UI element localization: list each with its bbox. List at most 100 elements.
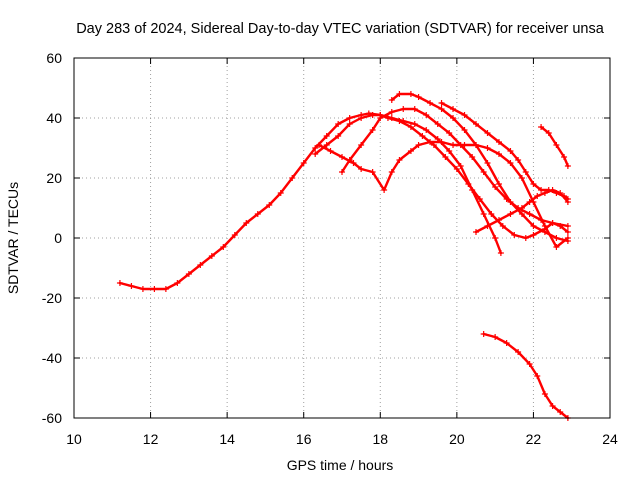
data-point-marker bbox=[335, 121, 342, 127]
data-point-marker bbox=[526, 361, 533, 367]
data-point-marker bbox=[461, 127, 468, 133]
data-point-marker bbox=[538, 124, 545, 130]
data-point-marker bbox=[534, 193, 541, 199]
data-point-marker bbox=[327, 148, 334, 154]
data-point-marker bbox=[438, 139, 445, 145]
y-tick-label: 20 bbox=[46, 170, 62, 186]
data-point-marker bbox=[534, 373, 541, 379]
data-point-marker bbox=[545, 130, 552, 136]
series-line bbox=[482, 332, 570, 420]
data-point-marker bbox=[495, 139, 502, 145]
data-point-marker bbox=[220, 244, 227, 250]
data-point-marker bbox=[388, 97, 395, 103]
data-point-marker bbox=[339, 169, 345, 175]
data-point-marker bbox=[231, 232, 238, 238]
x-axis-label: GPS time / hours bbox=[287, 457, 394, 473]
data-point-marker bbox=[465, 181, 472, 187]
data-point-marker bbox=[492, 235, 499, 241]
data-point-marker bbox=[128, 283, 135, 289]
data-point-marker bbox=[316, 142, 323, 148]
data-point-marker bbox=[564, 223, 571, 229]
data-series bbox=[116, 91, 571, 421]
data-point-marker bbox=[266, 202, 273, 208]
data-point-marker bbox=[530, 223, 537, 229]
x-tick-label: 12 bbox=[143, 431, 159, 447]
data-point-marker bbox=[384, 115, 391, 121]
data-point-marker bbox=[208, 253, 215, 259]
data-point-marker bbox=[492, 184, 499, 190]
data-point-marker bbox=[530, 232, 537, 238]
data-point-marker bbox=[549, 403, 556, 409]
data-point-marker bbox=[476, 196, 483, 202]
data-point-marker bbox=[518, 205, 525, 211]
data-point-marker bbox=[312, 151, 319, 157]
data-point-marker bbox=[484, 160, 491, 166]
x-tick-label: 24 bbox=[602, 431, 618, 447]
data-point-marker bbox=[419, 133, 426, 139]
y-tick-label: 40 bbox=[46, 110, 62, 126]
y-tick-label: -60 bbox=[42, 410, 62, 426]
series-line bbox=[118, 112, 503, 291]
data-point-marker bbox=[515, 349, 522, 355]
data-point-marker bbox=[174, 280, 181, 286]
data-point-marker bbox=[557, 190, 564, 196]
data-point-marker bbox=[499, 223, 506, 229]
data-point-marker bbox=[377, 115, 384, 121]
data-point-marker bbox=[446, 130, 453, 136]
data-point-marker bbox=[541, 223, 548, 229]
chart-title: Day 283 of 2024, Sidereal Day-to-day VTE… bbox=[76, 21, 605, 37]
data-point-marker bbox=[369, 127, 376, 133]
x-tick-label: 22 bbox=[526, 431, 542, 447]
data-point-marker bbox=[369, 112, 376, 118]
data-point-marker bbox=[564, 199, 571, 205]
data-point-marker bbox=[564, 163, 571, 169]
data-point-marker bbox=[323, 142, 330, 148]
data-point-marker bbox=[434, 121, 441, 127]
data-point-marker bbox=[427, 139, 434, 145]
y-tick-label: -20 bbox=[42, 290, 62, 306]
data-point-marker bbox=[446, 148, 453, 154]
data-point-marker bbox=[549, 220, 556, 226]
data-point-marker bbox=[541, 229, 548, 235]
data-point-marker bbox=[553, 142, 560, 148]
data-point-marker bbox=[484, 223, 491, 229]
data-point-marker bbox=[396, 91, 403, 97]
y-tick-label: 60 bbox=[46, 50, 62, 66]
data-point-marker bbox=[484, 130, 491, 136]
series-track-f bbox=[438, 100, 571, 202]
series-track-a bbox=[116, 110, 504, 292]
data-point-marker bbox=[507, 211, 514, 217]
data-point-marker bbox=[492, 334, 499, 340]
data-point-marker bbox=[480, 211, 487, 217]
data-point-marker bbox=[561, 154, 568, 160]
data-point-marker bbox=[277, 190, 284, 196]
data-point-marker bbox=[396, 118, 403, 124]
data-point-marker bbox=[503, 340, 510, 346]
data-point-marker bbox=[438, 106, 445, 112]
data-point-marker bbox=[358, 115, 365, 121]
data-point-marker bbox=[526, 199, 533, 205]
data-point-marker bbox=[507, 160, 514, 166]
data-point-marker bbox=[423, 127, 430, 133]
data-point-marker bbox=[400, 106, 407, 112]
data-point-marker bbox=[497, 250, 504, 256]
data-point-marker bbox=[541, 190, 548, 196]
data-point-marker bbox=[495, 217, 502, 223]
data-point-marker bbox=[511, 232, 518, 238]
x-tick-label: 20 bbox=[449, 431, 465, 447]
data-point-marker bbox=[407, 124, 414, 130]
data-point-marker bbox=[564, 238, 571, 244]
data-point-marker bbox=[423, 112, 430, 118]
data-point-marker bbox=[381, 187, 388, 193]
data-point-marker bbox=[151, 286, 158, 292]
y-tick-label: 0 bbox=[54, 230, 62, 246]
data-point-marker bbox=[289, 175, 296, 181]
data-point-marker bbox=[335, 133, 342, 139]
data-point-marker bbox=[139, 286, 146, 292]
data-point-marker bbox=[358, 142, 365, 148]
data-point-marker bbox=[346, 115, 353, 121]
data-point-marker bbox=[346, 121, 353, 127]
data-point-marker bbox=[300, 160, 307, 166]
series-track-g bbox=[473, 187, 571, 235]
